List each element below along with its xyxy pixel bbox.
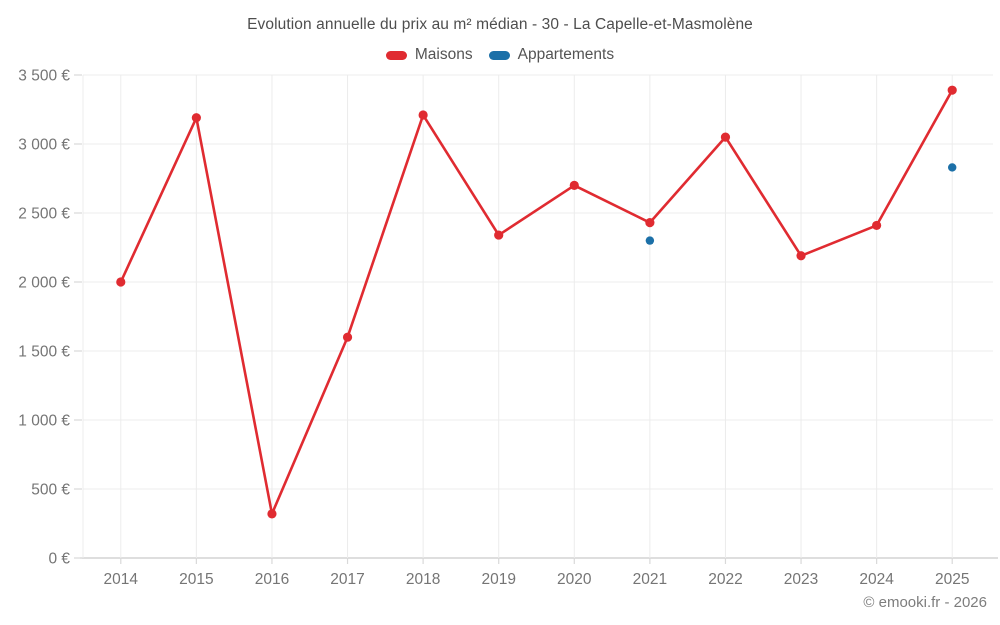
maisons-point (342, 332, 353, 342)
maisons-point (872, 220, 882, 231)
maisons-point (569, 180, 579, 190)
maisons-point (796, 251, 806, 261)
legend-label-maisons: Maisons (414, 46, 473, 63)
x-tick-label: 2020 (557, 571, 592, 588)
maisons-point (267, 509, 277, 519)
maisons-line (119, 88, 954, 516)
maisons-point (191, 113, 201, 123)
chart-title: Evolution annuelle du prix au m² médian … (247, 16, 753, 33)
maisons-point (947, 85, 957, 95)
appartements-series-swatch-icon (488, 50, 510, 60)
maisons-point (494, 230, 504, 240)
watermark: © emooki.fr - 2026 (863, 594, 987, 611)
y-tick-label: 2 500 € (18, 206, 70, 223)
x-tick-label: 2024 (859, 571, 894, 588)
x-tick-label: 2015 (179, 571, 213, 588)
legend-item-appartements[interactable]: Appartements (488, 46, 615, 64)
y-tick-label: 500 € (31, 482, 70, 499)
x-tick-label: 2014 (104, 571, 139, 588)
appartements-point (948, 163, 957, 172)
y-tick-label: 3 500 € (18, 68, 70, 85)
legend-item-maisons[interactable]: Maisons (385, 46, 473, 64)
maisons-point (116, 277, 126, 287)
x-tick-label: 2021 (633, 571, 667, 588)
maisons-point (645, 218, 655, 228)
maisons-point (720, 132, 731, 142)
chart-legend: Maisons Appartements (0, 46, 1000, 64)
y-tick-label: 1 000 € (18, 413, 70, 430)
y-tick-label: 1 500 € (18, 344, 70, 361)
legend-label-appartements: Appartements (517, 46, 615, 63)
maisons-point (418, 110, 428, 120)
appartements-point (645, 236, 655, 245)
x-tick-label: 2025 (935, 571, 969, 588)
x-tick-label: 2022 (708, 571, 742, 588)
x-tick-label: 2016 (255, 571, 289, 588)
maisons-series-swatch-icon (385, 50, 407, 60)
y-tick-label: 2 000 € (18, 275, 70, 292)
x-tick-label: 2018 (406, 571, 440, 588)
y-tick-label: 0 € (48, 551, 70, 568)
x-tick-label: 2019 (481, 571, 515, 588)
x-tick-label: 2023 (784, 571, 818, 588)
y-tick-label: 3 000 € (18, 137, 70, 154)
x-tick-label: 2017 (330, 571, 364, 588)
